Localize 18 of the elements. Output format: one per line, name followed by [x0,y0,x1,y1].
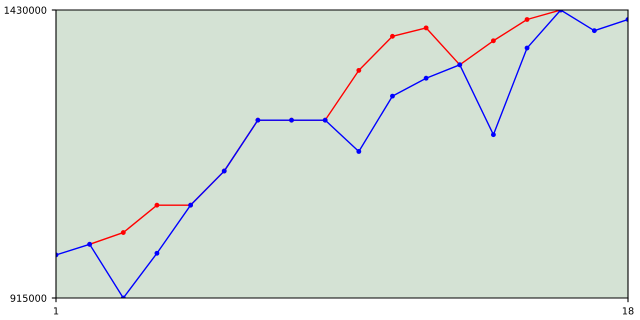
x-tick-label: 1 [54,307,58,314]
point [356,149,362,154]
point [490,38,496,44]
point [154,250,160,256]
point [424,25,429,30]
point [424,76,429,81]
y-tick-label: 1430000 [4,6,46,14]
point [490,132,496,138]
point [390,34,395,39]
point [592,28,597,34]
x-tick-label: 18 [622,307,634,315]
point [524,17,530,22]
y-tick-label: 915000 [10,294,46,302]
point [154,202,160,208]
point [524,46,530,50]
point [390,94,395,99]
point [356,68,362,73]
point [120,230,126,235]
